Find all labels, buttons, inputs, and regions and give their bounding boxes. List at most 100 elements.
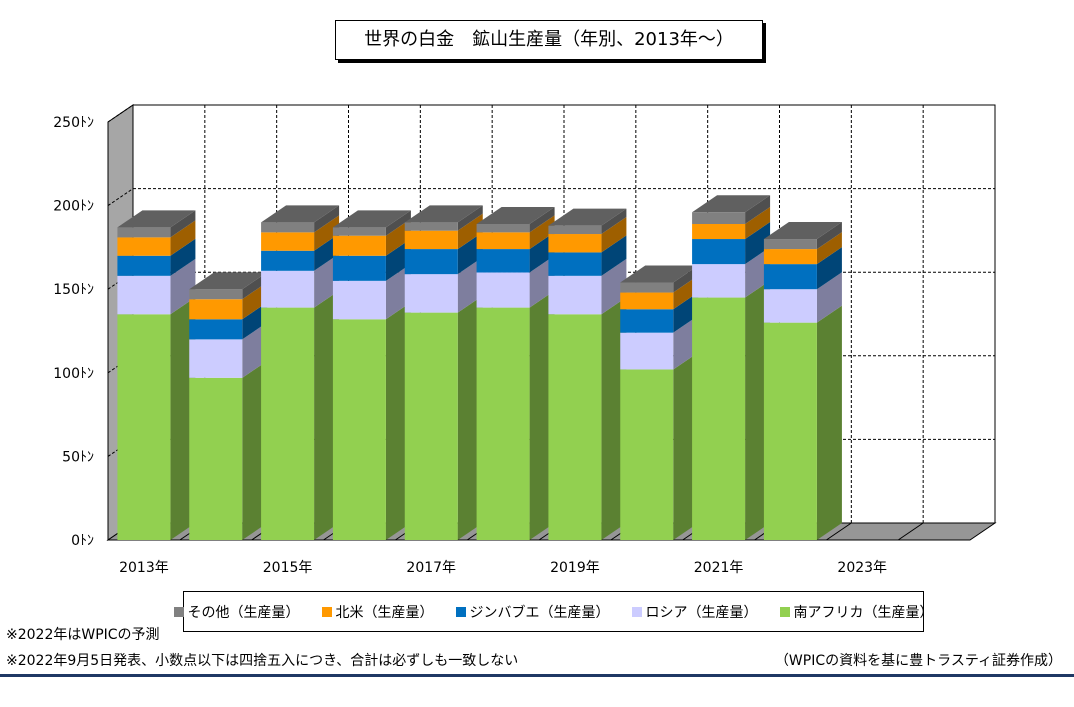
bar-segment-3 bbox=[548, 252, 602, 276]
legend-swatch bbox=[779, 606, 790, 617]
bar-segment-1 bbox=[404, 312, 458, 540]
bar-segment-2 bbox=[692, 264, 746, 298]
bar-side-2 bbox=[601, 258, 627, 315]
bar-segment-5 bbox=[332, 227, 386, 236]
bar-top bbox=[332, 210, 411, 228]
bar-segment-5 bbox=[692, 212, 746, 224]
bar-segment-4 bbox=[692, 223, 746, 240]
bar-side-5 bbox=[314, 205, 340, 233]
legend-item: ロシア（生産量） bbox=[631, 602, 758, 622]
legend-item: ジンバブエ（生産量） bbox=[455, 602, 610, 622]
bar-side-3 bbox=[170, 238, 196, 276]
bar-segment-2 bbox=[476, 272, 530, 308]
bar-side-1 bbox=[529, 290, 555, 540]
y-tick-label: 200ﾄﾝ bbox=[53, 199, 94, 215]
bar-top bbox=[117, 210, 196, 228]
bar-side-4 bbox=[601, 217, 627, 253]
bar-side-3 bbox=[385, 238, 411, 281]
bar-side-2 bbox=[170, 258, 196, 315]
bar-side-4 bbox=[242, 282, 268, 320]
bar-segment-3 bbox=[332, 255, 386, 281]
note-forecast: ※2022年はWPICの予測 bbox=[6, 627, 160, 643]
bar-segment-1 bbox=[548, 314, 602, 540]
bar-side-2 bbox=[457, 257, 483, 313]
bar-side-3 bbox=[673, 292, 699, 333]
legend-item: 北米（生産量） bbox=[321, 602, 434, 622]
source-note: （WPICの資料を基に豊トラスティ証券作成） bbox=[774, 653, 1062, 669]
y-tick-label: 250ﾄﾝ bbox=[53, 115, 94, 131]
bar-side-3 bbox=[242, 302, 268, 340]
bar-segment-2 bbox=[404, 274, 458, 313]
bar-top bbox=[548, 208, 627, 226]
bar-side-4 bbox=[385, 218, 411, 256]
floor-divider bbox=[897, 522, 924, 541]
bar-side-4 bbox=[314, 215, 340, 251]
bar-segment-2 bbox=[332, 280, 386, 320]
y-tick-label: 50ﾄﾝ bbox=[62, 449, 94, 465]
legend-label: ジンバブエ（生産量） bbox=[469, 604, 610, 621]
bar-side-3 bbox=[314, 233, 340, 271]
y-tick-label: 150ﾄﾝ bbox=[53, 282, 94, 298]
bar-segment-3 bbox=[117, 255, 171, 276]
legend-swatch bbox=[455, 606, 466, 617]
bar-side-3 bbox=[457, 232, 483, 275]
bar-side-1 bbox=[314, 290, 340, 540]
note-rounding: ※2022年9月5日発表、小数点以下は四捨五入につき、合計は必ずしも一致しない bbox=[6, 653, 519, 669]
floor-divider bbox=[826, 522, 852, 541]
legend-label: 南アフリカ（生産量） bbox=[793, 604, 934, 621]
bar-top bbox=[620, 265, 699, 283]
bar-side-4 bbox=[457, 213, 483, 250]
bar-segment-3 bbox=[692, 239, 746, 265]
x-tick-label: 2015年 bbox=[263, 560, 313, 576]
bar-side-5 bbox=[601, 208, 627, 235]
bar-segment-5 bbox=[476, 223, 530, 233]
legend-swatch bbox=[631, 606, 642, 617]
bar-segment-2 bbox=[261, 270, 315, 308]
bar-side-1 bbox=[673, 352, 699, 540]
legend: その他（生産量） 北米（生産量） ジンバブエ（生産量） ロシア（生産量） 南アフリカ（生… bbox=[173, 591, 934, 632]
legend-label: ロシア（生産量） bbox=[645, 604, 758, 621]
bar-segment-4 bbox=[261, 232, 315, 251]
bar-segment-4 bbox=[189, 299, 243, 320]
bar-top bbox=[189, 272, 268, 290]
bar-side-2 bbox=[673, 315, 699, 370]
bar-side-1 bbox=[745, 280, 771, 540]
bar-segment-2 bbox=[620, 332, 674, 370]
bar-side-4 bbox=[673, 275, 699, 310]
bar-side-5 bbox=[816, 222, 842, 250]
bar-side-4 bbox=[816, 232, 842, 265]
bar-side-1 bbox=[816, 305, 842, 540]
bar-top bbox=[476, 206, 555, 224]
bar-segment-5 bbox=[189, 289, 243, 300]
bar-segment-5 bbox=[620, 282, 674, 293]
bar-segment-2 bbox=[117, 275, 171, 315]
bar-side-1 bbox=[170, 297, 196, 540]
bar-segment-2 bbox=[763, 289, 817, 323]
x-tick-label: 2023年 bbox=[837, 560, 887, 576]
bar-segment-1 bbox=[189, 377, 243, 540]
bar-segment-4 bbox=[763, 249, 817, 265]
bar-side-5 bbox=[673, 265, 699, 293]
bar-segment-4 bbox=[620, 292, 674, 310]
bar-segment-5 bbox=[763, 239, 817, 250]
bottom-rule bbox=[0, 674, 1074, 677]
bar-side-2 bbox=[242, 322, 268, 378]
bar-side-4 bbox=[529, 215, 555, 250]
bar-segment-3 bbox=[620, 309, 674, 333]
bar-side-4 bbox=[170, 220, 196, 256]
bar-segment-5 bbox=[548, 225, 602, 235]
legend-swatch bbox=[173, 606, 184, 617]
bar-side-5 bbox=[385, 210, 411, 236]
bar-side-3 bbox=[529, 232, 555, 273]
legend-label: その他（生産量） bbox=[187, 604, 300, 621]
bar-segment-1 bbox=[476, 307, 530, 540]
bar-segment-2 bbox=[548, 275, 602, 315]
bar-segment-4 bbox=[117, 237, 171, 256]
bar-segment-1 bbox=[620, 369, 674, 540]
bar-side-1 bbox=[242, 360, 268, 540]
x-tick-label: 2013年 bbox=[119, 560, 169, 576]
bar-segment-3 bbox=[763, 264, 817, 290]
bar-segment-1 bbox=[117, 314, 171, 540]
x-tick-label: 2019年 bbox=[550, 560, 600, 576]
legend-item: 南アフリカ（生産量） bbox=[779, 602, 934, 622]
